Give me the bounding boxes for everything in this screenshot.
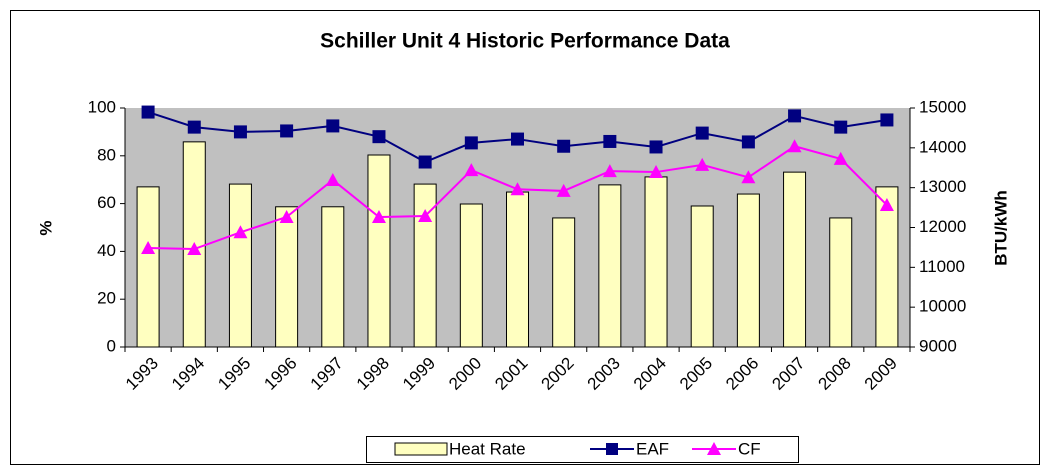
bar [228,183,252,348]
marker [325,172,340,186]
marker [372,130,386,144]
marker [879,198,894,212]
chart-title: Schiller Unit 4 Historic Performance Dat… [320,30,730,53]
marker [141,105,155,119]
bar [459,203,483,348]
marker [833,151,848,165]
y2-tick-label: 13000 [919,177,966,196]
bar [875,186,899,348]
marker [649,165,664,179]
legend-label: Heat Rate [449,439,526,458]
marker [788,109,802,123]
marker [834,120,848,134]
bar [275,206,299,348]
bar [644,176,668,348]
bar [367,154,391,348]
marker [418,155,432,169]
y2-tick-label: 10000 [919,297,966,316]
bar [321,206,345,348]
y-tick-label: 80 [97,145,116,164]
marker [787,139,802,153]
marker [464,163,479,177]
marker [141,241,156,255]
marker [741,135,755,149]
y2-tick-label: 12000 [919,217,966,236]
marker [371,209,386,223]
marker [187,120,201,134]
marker [464,136,478,150]
marker [557,139,571,153]
y2-axis-label: BTU/kWh [991,190,1010,266]
marker [695,126,709,140]
bar [829,217,853,348]
marker [556,183,571,197]
marker [233,125,247,139]
y-tick-label: 60 [97,193,116,212]
marker [280,124,294,138]
y2-tick-label: 15000 [919,97,966,116]
marker [187,242,202,256]
marker [880,113,894,127]
marker [695,157,710,171]
legend-marker [707,442,721,455]
bar [783,171,807,348]
marker [418,209,433,223]
y2-tick-label: 11000 [919,257,965,276]
bar [552,217,576,348]
legend-swatch [394,442,448,456]
y2-tick-label: 14000 [919,137,966,156]
marker [510,182,525,196]
y2-tick-label: 9000 [919,336,957,355]
legend-label: CF [738,439,761,458]
legend-marker [606,443,618,455]
marker [511,132,524,146]
marker [603,134,617,148]
bar [506,191,529,348]
marker [233,225,248,239]
legend-label: EAF [636,439,669,458]
bar [413,183,437,348]
bar [136,186,160,348]
marker [326,119,340,133]
marker [602,164,617,178]
marker [741,170,756,184]
y-tick-label: 20 [97,289,116,308]
marker [279,209,294,223]
y-tick-label: 0 [107,336,116,355]
bar [690,205,714,348]
y-tick-label: 40 [97,241,116,260]
bar [598,184,622,348]
bar [736,193,760,348]
marker [649,140,663,154]
y-axis-label: % [36,220,55,235]
y-tick-label: 100 [88,97,116,116]
